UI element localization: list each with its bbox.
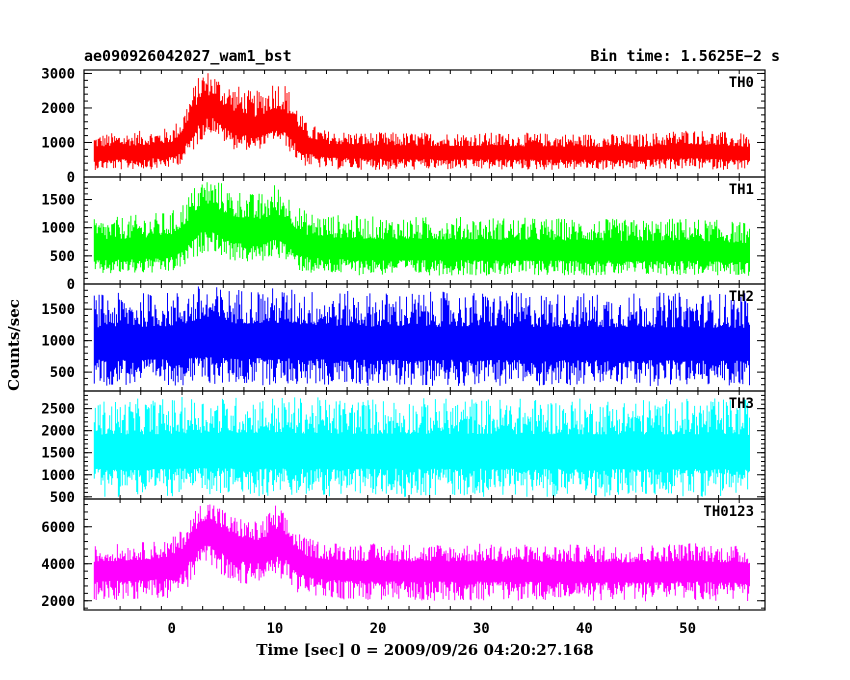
panel-th2: 500 1000 1500 TH2 — [41, 283, 766, 392]
y-tick-label: 1500 — [41, 193, 75, 209]
x-tick-label: 50 — [679, 621, 696, 637]
y-tick-label: 0 — [67, 277, 75, 293]
panel-label-th1: TH1 — [729, 182, 754, 198]
panel-frame — [83, 498, 766, 611]
series-th3-trace — [93, 397, 750, 497]
y-tick-label: 1000 — [41, 334, 75, 350]
y-tick-label: 0 — [67, 170, 75, 186]
y-tick-label: 1500 — [41, 446, 75, 462]
panel-th1: 0 500 1000 1500 TH1 — [41, 176, 766, 293]
y-tick-label: 2000 — [41, 101, 75, 117]
chart-title: ae090926042027_wam1_bst — [84, 47, 292, 65]
x-tick-label: 20 — [370, 621, 387, 637]
y-tick-label: 1000 — [41, 468, 75, 484]
series-th0123-trace — [93, 504, 750, 602]
y-tick-label: 1500 — [41, 302, 75, 318]
series-th2-trace — [93, 286, 750, 387]
panel-th3: 500 1000 1500 2000 2500 TH3 — [41, 390, 766, 506]
y-tick-label: 3000 — [41, 66, 75, 82]
panel-label-th0: TH0 — [729, 75, 754, 91]
panel-th0123: 2000 4000 6000 TH0123 — [41, 498, 766, 611]
x-tick-label: 30 — [473, 621, 490, 637]
panel-label-th0123: TH0123 — [703, 504, 754, 520]
y-tick-label: 1000 — [41, 221, 75, 237]
series-th1-trace — [93, 182, 750, 276]
x-tick-label: 0 — [167, 621, 175, 637]
y-tick-label: 4000 — [41, 557, 75, 573]
panel-th0: 0 1000 2000 3000 TH0 — [41, 66, 766, 186]
y-tick-label: 2000 — [41, 594, 75, 610]
y-tick-label: 2500 — [41, 402, 75, 418]
panel-label-th3: TH3 — [729, 396, 754, 412]
y-tick-label: 500 — [50, 365, 75, 381]
bin-time-label: Bin time: 1.5625E−2 s — [590, 47, 780, 65]
series-th0-trace — [93, 73, 750, 170]
x-tick-label: 10 — [266, 621, 283, 637]
y-axis-label: Counts/sec — [5, 299, 23, 391]
y-tick-label: 1000 — [41, 135, 75, 151]
y-tick-label: 500 — [50, 490, 75, 506]
y-tick-label: 500 — [50, 249, 75, 265]
x-axis-label: Time [sec] 0 = 2009/09/26 04:20:27.168 — [256, 641, 593, 659]
y-tick-label: 6000 — [41, 520, 75, 536]
panels-group: 0 1000 2000 3000 TH0 0 500 1000 1500 TH1 500 1000 15… — [41, 66, 766, 611]
x-tick-label: 40 — [576, 621, 593, 637]
panel-label-th2: TH2 — [729, 289, 754, 305]
x-axis: 0 10 20 30 40 50 — [167, 621, 696, 637]
y-tick-label: 2000 — [41, 424, 75, 440]
